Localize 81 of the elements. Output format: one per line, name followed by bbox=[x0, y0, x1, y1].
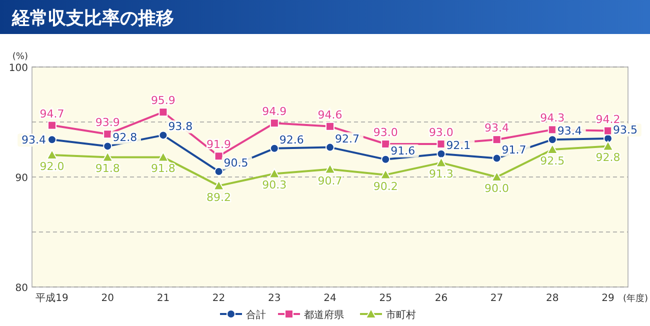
data-label: 91.6 bbox=[390, 144, 416, 158]
data-label: 94.3 bbox=[540, 112, 565, 125]
point bbox=[326, 142, 334, 152]
data-label: 92.1 bbox=[446, 138, 471, 152]
data-label: 93.0 bbox=[373, 126, 398, 139]
data-label: 91.7 bbox=[502, 143, 526, 156]
point bbox=[103, 142, 112, 151]
x-axis-title: (年度) bbox=[622, 293, 648, 304]
data-label: 92.0 bbox=[40, 160, 64, 173]
x-tick-label: 28 bbox=[546, 293, 559, 304]
point bbox=[158, 152, 169, 162]
data-label: 90.5 bbox=[224, 156, 248, 170]
data-label: 93.0 bbox=[428, 126, 454, 139]
y-axis-title: (%) bbox=[12, 52, 28, 62]
x-tick-label: 22 bbox=[212, 293, 226, 304]
point bbox=[48, 135, 56, 144]
data-label: 93.4 bbox=[484, 122, 510, 135]
point bbox=[492, 135, 502, 144]
data-label: 91.8 bbox=[95, 162, 120, 176]
data-label: 93.5 bbox=[613, 124, 638, 136]
data-label: 94.9 bbox=[262, 105, 287, 118]
y-tick-label: 90 bbox=[15, 173, 28, 184]
data-label: 92.8 bbox=[596, 151, 620, 164]
x-tick-label: 27 bbox=[490, 293, 504, 304]
point bbox=[158, 108, 168, 117]
point bbox=[326, 122, 334, 131]
point bbox=[270, 144, 279, 153]
point bbox=[213, 180, 224, 190]
data-label: 90.3 bbox=[262, 178, 287, 192]
chart-title: 経常収支比率の推移 bbox=[11, 8, 174, 29]
point bbox=[158, 130, 168, 140]
point bbox=[548, 135, 557, 144]
data-label: 92.8 bbox=[112, 131, 138, 144]
data-label: 92.6 bbox=[279, 133, 304, 146]
point bbox=[214, 167, 224, 176]
point bbox=[492, 154, 502, 163]
data-label: 92.7 bbox=[335, 132, 360, 146]
x-tick-label: 26 bbox=[434, 293, 448, 304]
point bbox=[324, 164, 336, 174]
x-tick-label: 21 bbox=[156, 293, 170, 304]
x-tick-label: 25 bbox=[379, 293, 392, 304]
data-label: 93.4 bbox=[22, 134, 46, 147]
point bbox=[546, 144, 558, 154]
point bbox=[491, 172, 502, 182]
x-tick-label: 20 bbox=[101, 293, 114, 304]
point bbox=[381, 154, 390, 164]
legend-label: 都道府県 bbox=[304, 309, 344, 321]
data-label: 93.4 bbox=[557, 124, 582, 138]
data-label: 89.2 bbox=[206, 190, 232, 204]
legend-label: 市町村 bbox=[386, 309, 416, 321]
data-label: 95.9 bbox=[150, 94, 176, 108]
data-label: 94.2 bbox=[596, 112, 620, 126]
data-label: 93.9 bbox=[95, 116, 120, 130]
data-label: 90.7 bbox=[318, 174, 342, 188]
point bbox=[436, 157, 447, 168]
point bbox=[214, 152, 224, 161]
point bbox=[602, 140, 614, 151]
data-label: 93.8 bbox=[168, 120, 193, 134]
data-label: 91.3 bbox=[428, 168, 454, 181]
point bbox=[46, 150, 58, 160]
x-tick-label: 24 bbox=[324, 293, 336, 304]
data-label: 90.2 bbox=[373, 180, 398, 193]
data-label: 94.7 bbox=[40, 107, 64, 120]
data-label: 90.0 bbox=[484, 182, 510, 195]
y-tick-label: 80 bbox=[15, 283, 28, 294]
data-label: 91.9 bbox=[206, 138, 232, 152]
data-label: 94.6 bbox=[318, 108, 342, 122]
point bbox=[48, 120, 56, 130]
data-label: 91.8 bbox=[150, 162, 176, 176]
x-tick-label: 23 bbox=[268, 293, 281, 304]
x-tick-label: 平成19 bbox=[36, 292, 68, 304]
point bbox=[381, 140, 390, 148]
legend-label: 合計 bbox=[246, 309, 266, 321]
point bbox=[268, 168, 280, 178]
point bbox=[102, 152, 114, 162]
x-tick-label: 29 bbox=[602, 293, 614, 304]
point bbox=[270, 118, 279, 128]
point bbox=[436, 149, 446, 158]
data-label: 92.5 bbox=[540, 154, 565, 168]
y-tick-label: 100 bbox=[8, 63, 28, 74]
point bbox=[380, 169, 392, 180]
